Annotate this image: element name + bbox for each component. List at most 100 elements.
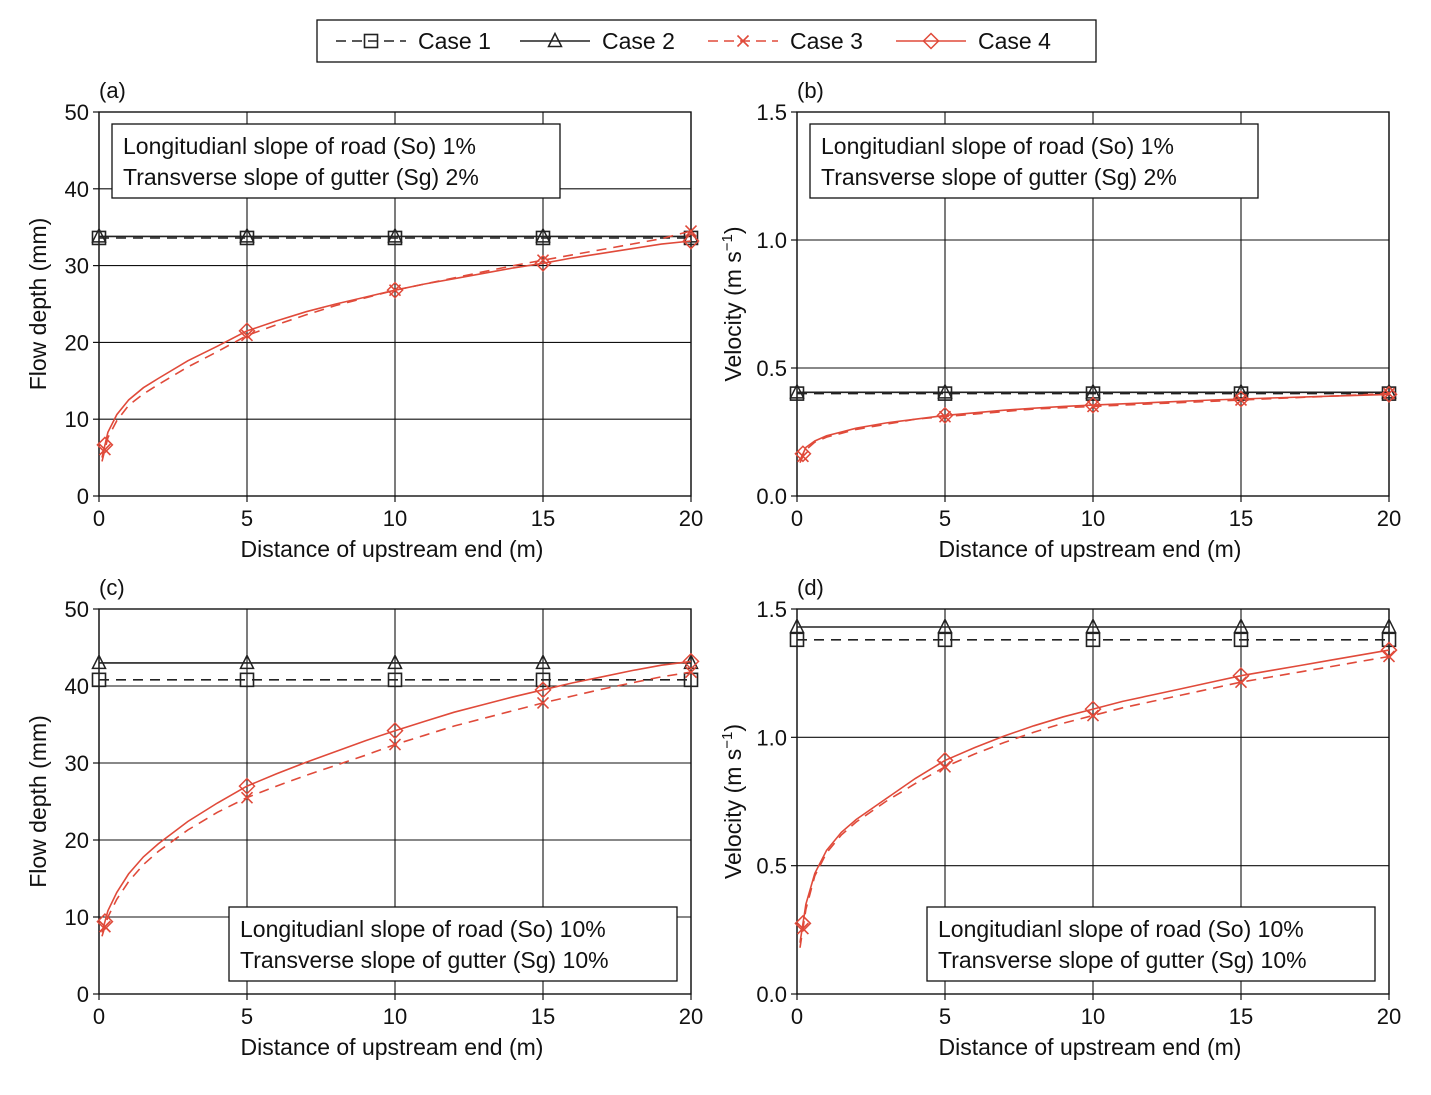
y-axis-label-superscript: −1 bbox=[719, 732, 736, 749]
y-tick-label: 20 bbox=[65, 828, 89, 853]
legend-marker bbox=[736, 34, 750, 48]
data-point bbox=[1084, 396, 1102, 414]
y-axis-label-main: Flow depth (mm) bbox=[25, 218, 51, 391]
data-point bbox=[1233, 632, 1249, 648]
y-tick-label: 20 bbox=[65, 330, 89, 355]
y-tick-label: 50 bbox=[65, 100, 89, 125]
data-point bbox=[1085, 617, 1101, 634]
series-case-1 bbox=[91, 230, 699, 246]
annotation-frame bbox=[809, 123, 1259, 199]
series-case-3 bbox=[796, 650, 1396, 948]
y-axis-label-main: Flow depth (mm) bbox=[25, 715, 51, 888]
x-tick-label: 20 bbox=[679, 506, 703, 531]
data-point bbox=[91, 227, 107, 243]
data-point bbox=[535, 672, 551, 688]
data-point bbox=[936, 751, 954, 769]
legend-marker bbox=[922, 32, 940, 50]
series-case-3 bbox=[98, 666, 698, 937]
legend-label: Case 1 bbox=[418, 28, 491, 54]
data-point bbox=[239, 653, 255, 670]
y-tick-label: 40 bbox=[65, 177, 89, 202]
x-tick-label: 15 bbox=[1229, 1004, 1253, 1029]
y-axis-label-main: Velocity (m s bbox=[720, 749, 746, 879]
y-tick-label: 0 bbox=[77, 982, 89, 1007]
data-point bbox=[684, 666, 698, 679]
data-point bbox=[1084, 700, 1102, 718]
y-axis-label-superscript: −1 bbox=[719, 234, 736, 251]
data-point bbox=[536, 696, 550, 710]
data-point bbox=[794, 445, 812, 463]
data-point bbox=[387, 653, 403, 670]
y-axis-label-main: Velocity (m s bbox=[720, 251, 746, 381]
data-point bbox=[239, 672, 255, 688]
data-point bbox=[1233, 383, 1249, 399]
data-point bbox=[789, 632, 805, 648]
y-axis-label: Velocity (m s−1) bbox=[719, 226, 746, 381]
panel-label: (d) bbox=[797, 575, 824, 600]
data-point bbox=[238, 322, 256, 340]
data-point bbox=[98, 920, 111, 933]
y-tick-label: 0.0 bbox=[756, 982, 787, 1007]
y-axis-label-tail: ) bbox=[720, 724, 746, 732]
panel-label: (a) bbox=[99, 78, 126, 103]
data-point bbox=[682, 232, 700, 250]
x-tick-label: 20 bbox=[1377, 1004, 1401, 1029]
y-axis-label: Flow depth (mm) bbox=[25, 715, 51, 888]
x-tick-label: 15 bbox=[531, 1004, 555, 1029]
x-axis-label: Distance of upstream end (m) bbox=[939, 1034, 1242, 1060]
annotation-frame bbox=[228, 906, 678, 982]
series-case-2 bbox=[789, 617, 1397, 634]
y-tick-label: 30 bbox=[65, 751, 89, 776]
data-point bbox=[682, 652, 700, 670]
x-tick-label: 20 bbox=[679, 1004, 703, 1029]
data-point bbox=[684, 224, 698, 238]
x-tick-label: 10 bbox=[383, 506, 407, 531]
data-point bbox=[1085, 386, 1101, 401]
series-line bbox=[799, 655, 1390, 948]
data-point bbox=[1086, 709, 1100, 722]
y-tick-label: 1.5 bbox=[756, 100, 787, 125]
panel: 0 5 10 15 20 0 10 20 30 40 50 Distance of upstream … bbox=[25, 78, 703, 562]
x-axis-label: Distance of upstream end (m) bbox=[939, 536, 1242, 562]
y-tick-label: 1.0 bbox=[756, 228, 787, 253]
data-point bbox=[534, 681, 552, 699]
data-point bbox=[937, 383, 953, 399]
y-tick-label: 50 bbox=[65, 597, 89, 622]
data-point bbox=[1085, 632, 1101, 648]
x-tick-label: 5 bbox=[939, 1004, 951, 1029]
data-point bbox=[238, 777, 256, 795]
x-tick-label: 0 bbox=[93, 1004, 105, 1029]
data-point bbox=[535, 227, 551, 243]
series-line bbox=[799, 392, 1390, 464]
series-case-4 bbox=[794, 385, 1398, 463]
data-point bbox=[91, 672, 107, 688]
panel-label: (b) bbox=[797, 78, 824, 103]
annotation-line: Transverse slope of gutter (Sg) 10% bbox=[240, 947, 609, 973]
x-tick-label: 15 bbox=[531, 506, 555, 531]
y-axis-label: Flow depth (mm) bbox=[25, 218, 51, 391]
data-point bbox=[938, 410, 952, 423]
series-case-4 bbox=[96, 232, 700, 458]
data-point bbox=[98, 443, 111, 456]
annotation-line: Transverse slope of gutter (Sg) 2% bbox=[821, 164, 1177, 190]
y-tick-label: 0 bbox=[77, 484, 89, 509]
annotation-line: Longitudianl slope of road (So) 1% bbox=[123, 133, 476, 159]
y-axis-label: Velocity (m s−1) bbox=[719, 724, 746, 879]
x-tick-label: 15 bbox=[1229, 506, 1253, 531]
y-tick-label: 0.5 bbox=[756, 854, 787, 879]
x-tick-label: 20 bbox=[1377, 506, 1401, 531]
series-case-4 bbox=[794, 641, 1398, 943]
data-point bbox=[1233, 617, 1249, 634]
series-line bbox=[799, 649, 1390, 943]
y-tick-label: 1.0 bbox=[756, 725, 787, 750]
y-tick-label: 30 bbox=[65, 254, 89, 279]
data-point bbox=[387, 230, 403, 246]
annotation-frame bbox=[111, 123, 561, 199]
annotation-line: Transverse slope of gutter (Sg) 2% bbox=[123, 164, 479, 190]
data-point bbox=[386, 722, 404, 740]
data-point bbox=[96, 913, 114, 931]
data-point bbox=[789, 386, 805, 401]
data-point bbox=[1381, 617, 1397, 634]
legend: Case 1 Case 2 Case 3 Case 4 bbox=[316, 19, 1097, 63]
data-point bbox=[240, 791, 254, 804]
